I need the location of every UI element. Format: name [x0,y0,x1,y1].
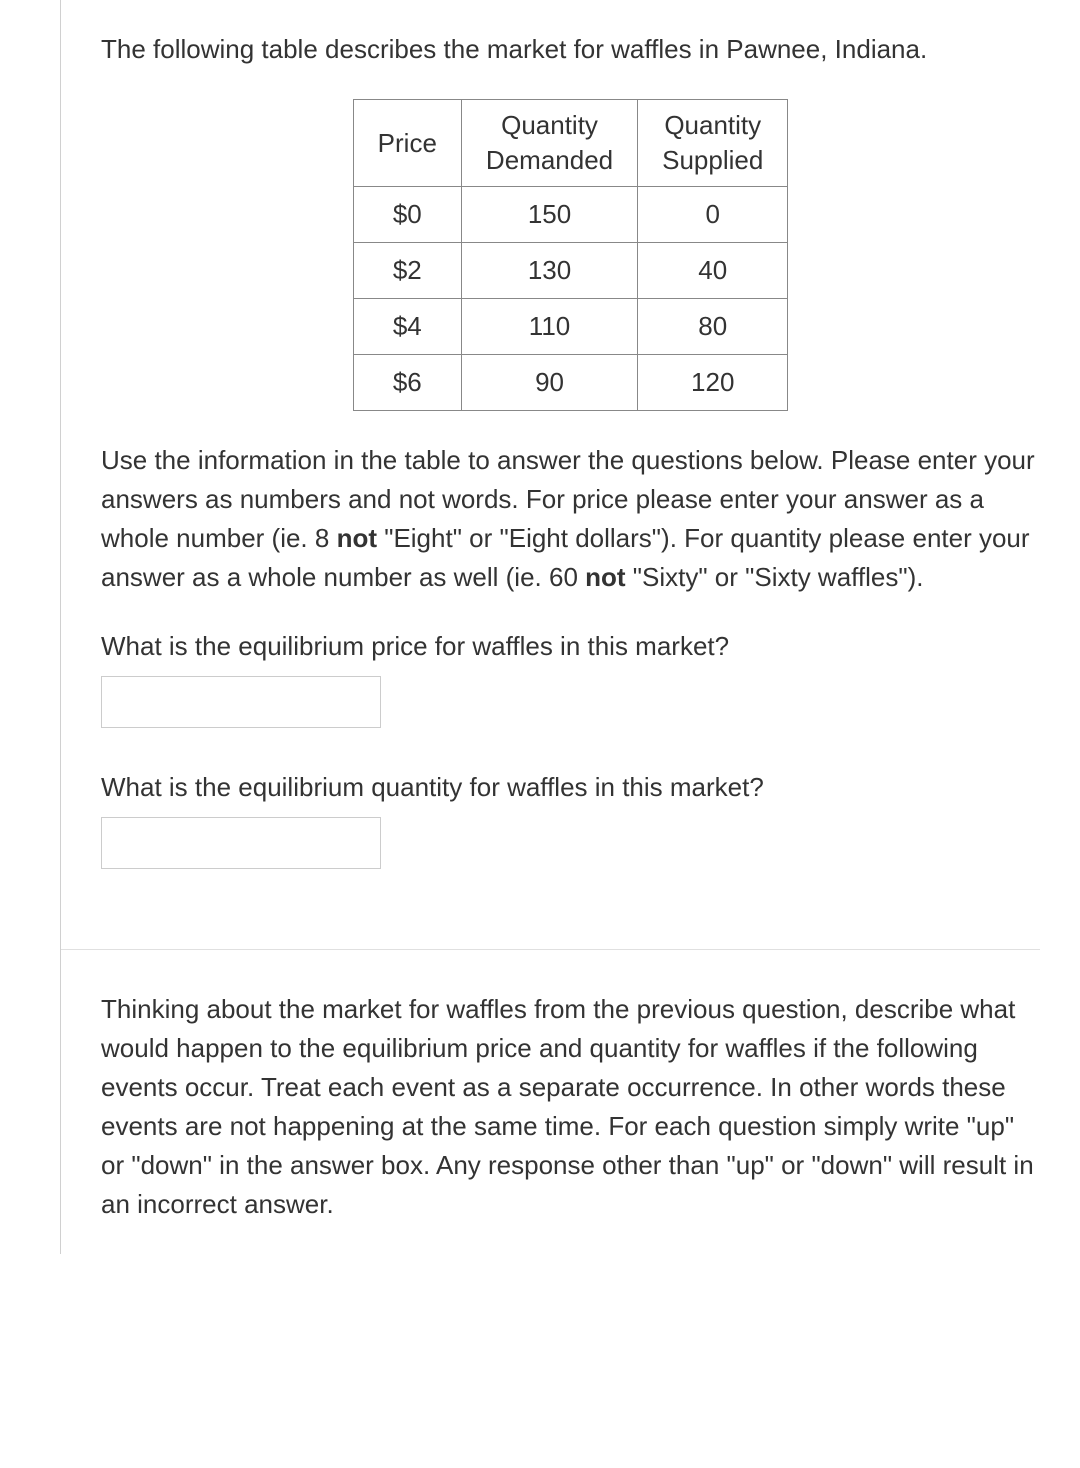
table-row: $4 110 80 [353,299,788,355]
table-cell: 110 [461,299,637,355]
table-row: $0 150 0 [353,187,788,243]
table-cell: $0 [353,187,461,243]
table-header-supplied: QuantitySupplied [638,100,788,187]
table-cell: 150 [461,187,637,243]
table-cell: 130 [461,243,637,299]
table-cell: 90 [461,355,637,411]
intro-text: The following table describes the market… [101,30,1040,69]
market-data-table: Price QuantityDemanded QuantitySupplied … [353,99,789,411]
instructions-text: Use the information in the table to answ… [101,441,1040,597]
table-header-price: Price [353,100,461,187]
table-row: $6 90 120 [353,355,788,411]
sub-question-1: What is the equilibrium price for waffle… [101,627,1040,666]
question-container: The following table describes the market… [60,0,1080,1254]
table-header-row: Price QuantityDemanded QuantitySupplied [353,100,788,187]
question-block-2: Thinking about the market for waffles fr… [61,949,1040,1224]
table-cell: $6 [353,355,461,411]
table-cell: 0 [638,187,788,243]
table-cell: 120 [638,355,788,411]
table-cell: $2 [353,243,461,299]
table-header-demanded: QuantityDemanded [461,100,637,187]
table-cell: $4 [353,299,461,355]
question-2-text: Thinking about the market for waffles fr… [101,990,1040,1224]
table-cell: 40 [638,243,788,299]
question-block-1: The following table describes the market… [61,30,1040,949]
table-row: $2 130 40 [353,243,788,299]
equilibrium-quantity-input[interactable] [101,817,381,869]
sub-question-2: What is the equilibrium quantity for waf… [101,768,1040,807]
table-cell: 80 [638,299,788,355]
equilibrium-price-input[interactable] [101,676,381,728]
